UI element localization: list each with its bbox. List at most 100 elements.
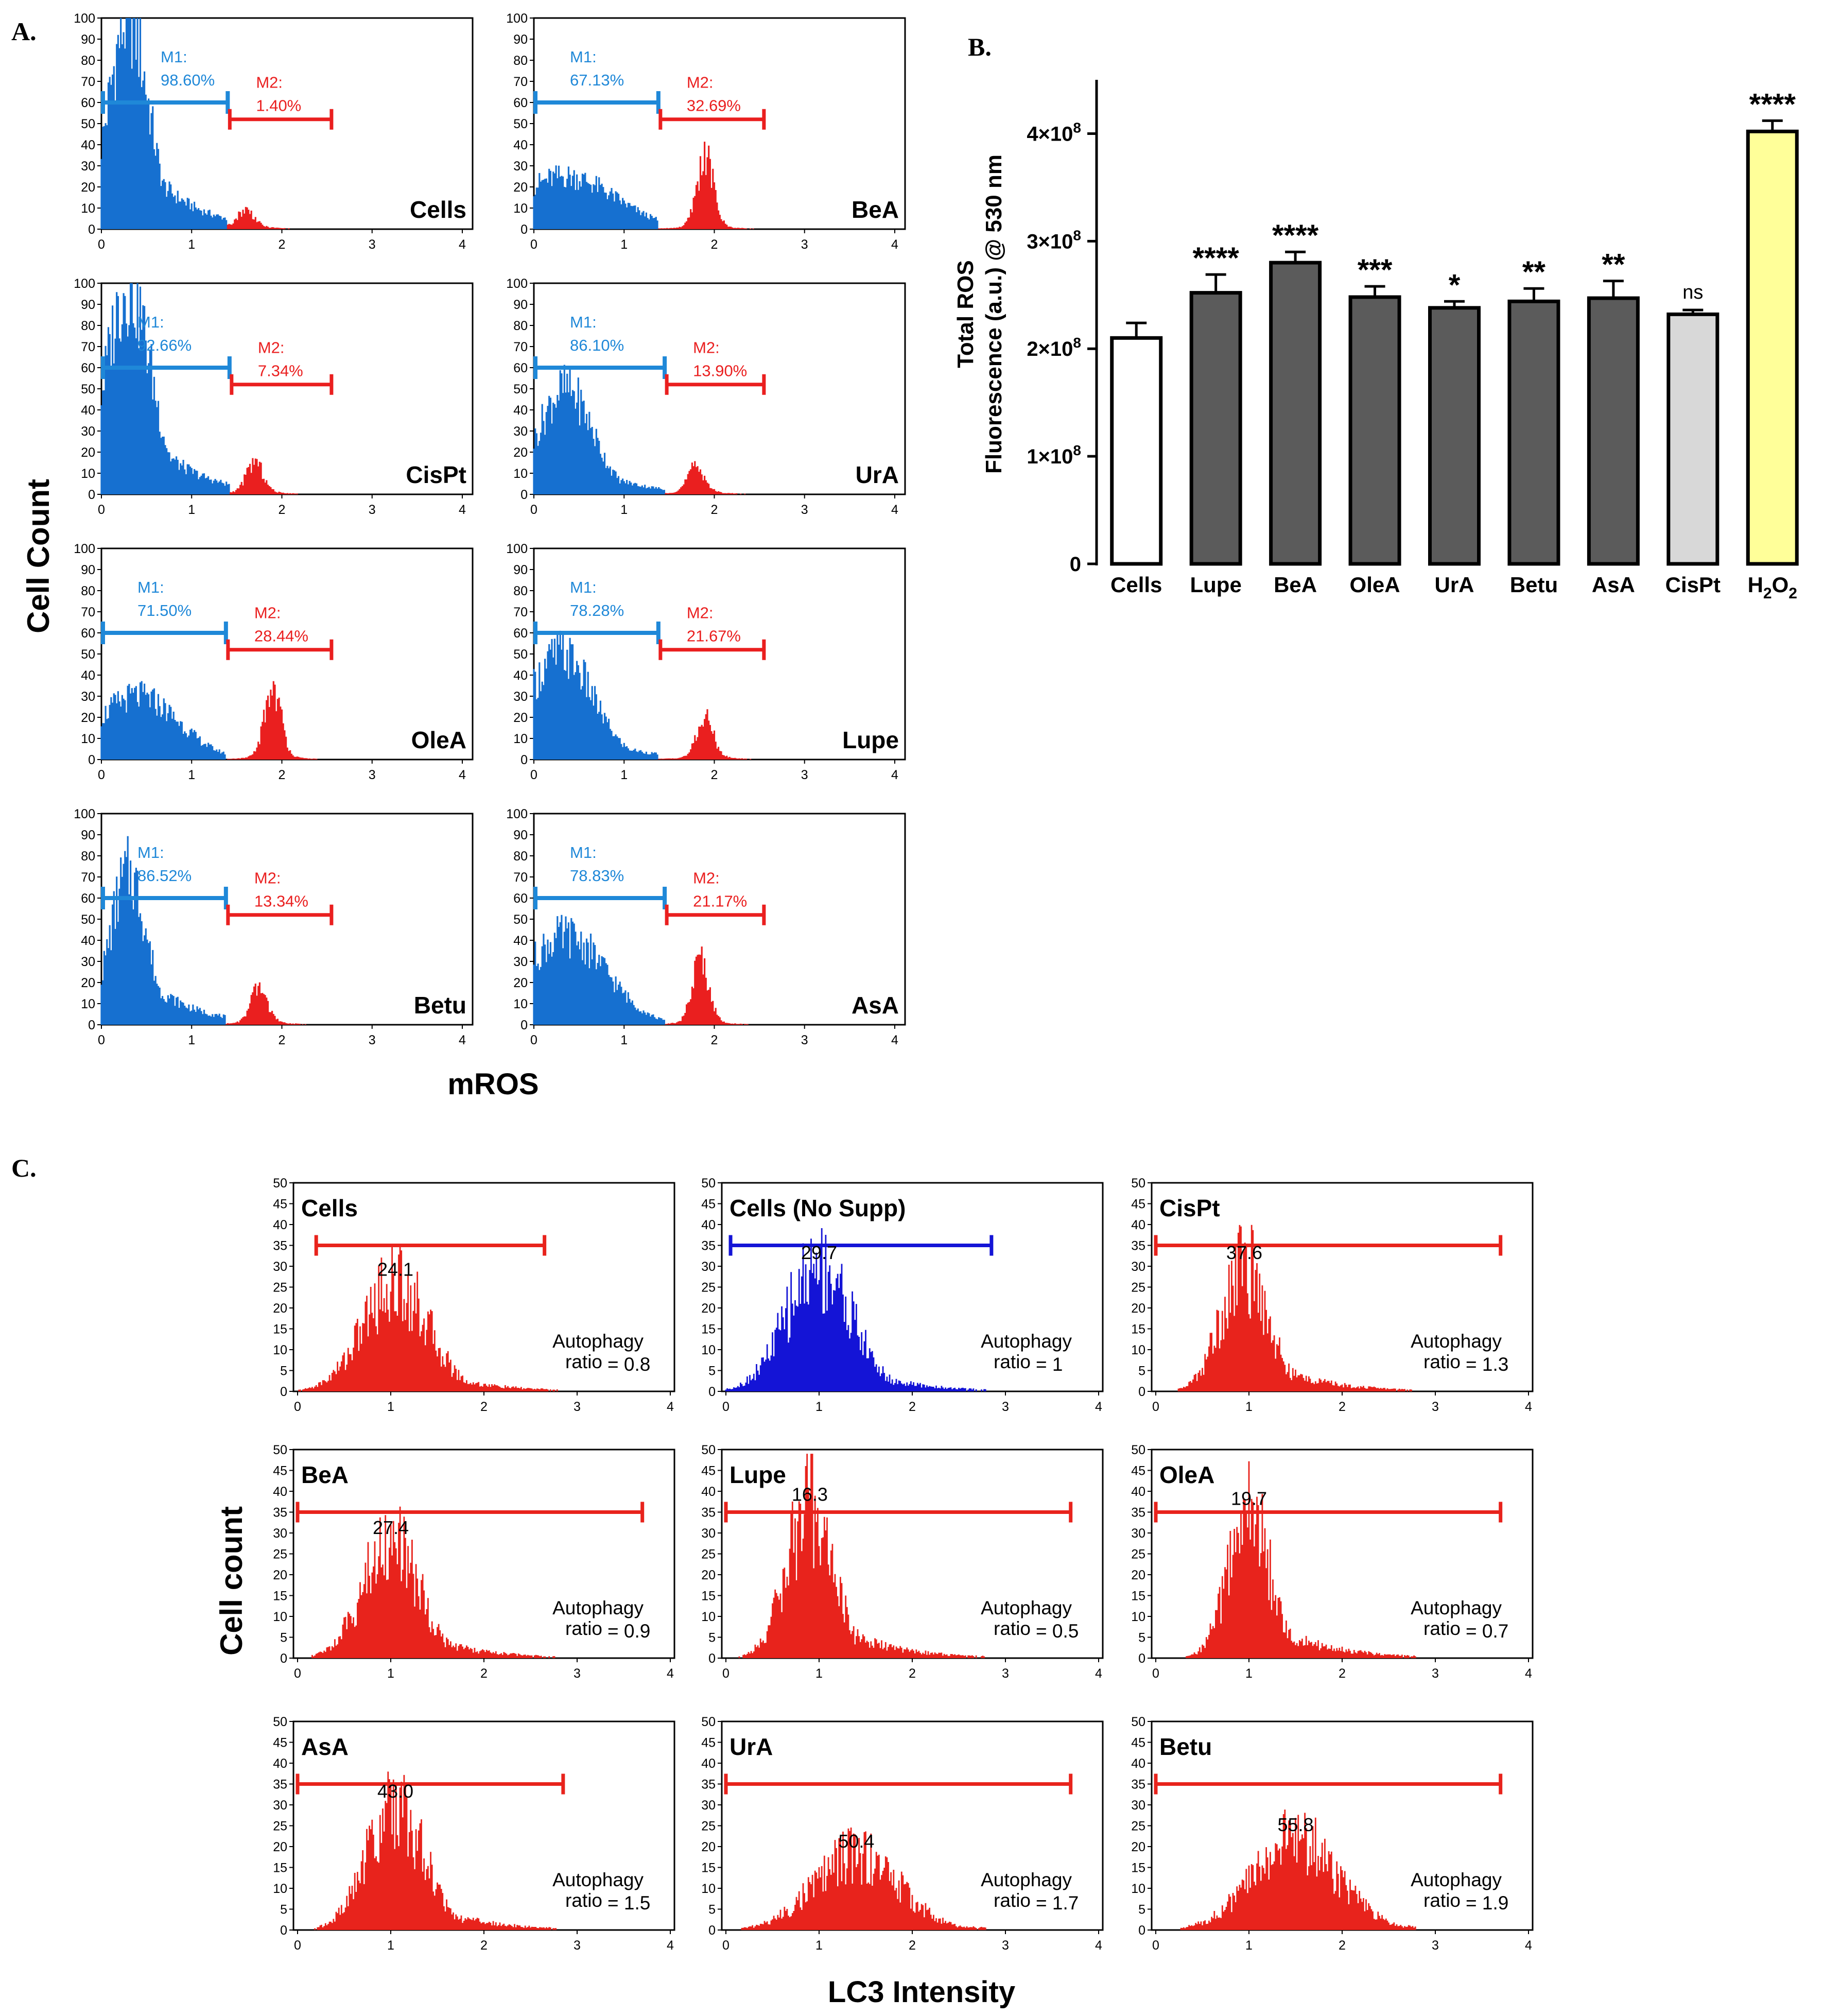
x-tick-label: 1 (620, 768, 628, 782)
y-tick-label: 20 (273, 1840, 287, 1854)
y-tick-label: 45 (1131, 1464, 1145, 1478)
y-tick-label: 70 (513, 75, 528, 89)
ratio-label: ratio (1423, 1618, 1461, 1639)
x-tick-label: 4 (1525, 1666, 1532, 1681)
x-tick-label: 2 (279, 503, 286, 517)
y-tick-label: 100 (74, 277, 95, 291)
x-tick-label: 3 (1432, 1400, 1439, 1414)
lc3-histogram-betu: 0 5 10 15 20 25 30 35 40 45 50 0 1 2 3 4 Betu 55.8 Autopha… (1131, 1715, 1534, 1953)
x-tick-label: 3 (801, 503, 808, 517)
y-tick-label: 0 (280, 1923, 287, 1938)
lc3-gate (724, 1502, 1073, 1523)
y-tick-label: 70 (513, 870, 528, 885)
gate-percent: 24.1 (377, 1259, 413, 1280)
y-tick-label: 3×108 (1027, 227, 1081, 253)
y-tick-label: 70 (81, 605, 95, 619)
sample-name: Cells (No Supp) (730, 1195, 906, 1221)
x-tick-label: 1 (387, 1666, 394, 1681)
gate-percent: 29.7 (801, 1242, 837, 1263)
m1-percent: 86.10% (570, 336, 624, 354)
x-tick-label: 0 (722, 1666, 730, 1681)
y-tick-label: 15 (701, 1322, 716, 1337)
y-tick-label: 60 (513, 891, 528, 906)
significance-label: ns (1682, 282, 1703, 303)
y-tick-label: 50 (513, 647, 528, 662)
x-tick-label: 2 (480, 1400, 488, 1414)
m2-gate (665, 904, 766, 925)
ratio-label: ratio (565, 1618, 602, 1639)
y-tick-label: 50 (701, 1176, 716, 1191)
y-tick-label: 30 (701, 1798, 716, 1813)
y-tick-label: 20 (513, 445, 528, 460)
m1-population-histogram (533, 365, 665, 494)
bar-group-betu: ** Betu (1507, 255, 1560, 597)
m1-gate (101, 91, 230, 114)
bar-group-cells: Cells (1110, 321, 1163, 597)
m1-population-histogram (100, 681, 226, 760)
y-tick-label: 10 (81, 997, 95, 1011)
y-tick-label: 40 (81, 934, 95, 948)
ratio-label: ratio (1423, 1890, 1461, 1911)
lc3-histogram-cells: 0 5 10 15 20 25 30 35 40 45 50 0 1 2 3 4 Cells 24.1 Autoph… (273, 1176, 675, 1414)
m1-label: M1: (570, 578, 597, 596)
bar-group-ura: * UrA (1428, 268, 1481, 597)
y-tick-label: 90 (81, 32, 95, 47)
y-tick-label: 80 (81, 584, 95, 598)
y-tick-label: 10 (273, 1343, 287, 1357)
sample-name: AsA (301, 1733, 349, 1760)
bar (1269, 261, 1322, 566)
panel-a-ylabel: Cell Count (21, 479, 56, 633)
m2-percent: 1.40% (256, 96, 301, 114)
m1-percent: 71.50% (137, 601, 192, 619)
x-tick-label: 3 (369, 1033, 376, 1047)
mros-histogram-ura: 0 10 20 30 40 50 60 70 80 90 100 0 1 2 3 4 M1: 86.10% M2: 1… (506, 277, 906, 517)
y-tick-label: 30 (81, 159, 95, 174)
y-tick-label: 25 (701, 1819, 716, 1834)
m1-gate (533, 91, 661, 114)
panel-a-label: A. (11, 17, 37, 46)
y-tick-label: 40 (81, 668, 95, 683)
y-tick-label: 45 (1131, 1197, 1145, 1212)
y-tick-label: 50 (81, 117, 95, 131)
y-tick-label: 0 (708, 1923, 716, 1938)
y-tick-label: 30 (1131, 1260, 1145, 1274)
x-tick-label: 3 (1432, 1938, 1439, 1953)
m2-label: M2: (693, 869, 720, 887)
y-tick-label: 0 (520, 753, 528, 767)
x-tick-label: 0 (98, 503, 105, 517)
ratio-label: ratio (994, 1890, 1031, 1911)
x-tick-label: 0 (722, 1400, 730, 1414)
bar-group-asa: ** AsA (1587, 248, 1640, 597)
y-tick-label: 10 (513, 997, 528, 1011)
bar-group-olea: *** OleA (1348, 253, 1401, 597)
x-tick-label: 0 (1152, 1666, 1159, 1681)
y-tick-label: 10 (81, 467, 95, 481)
y-tick-label: 20 (81, 180, 95, 195)
panel-c-ylabel: Cell count (214, 1506, 249, 1656)
y-tick-label: 25 (701, 1547, 716, 1562)
y-tick-label: 30 (273, 1260, 287, 1274)
x-tick-label: 4 (1095, 1666, 1102, 1681)
mros-histogram-betu: 0 10 20 30 40 50 60 70 80 90 100 0 1 2 3 4 M1: 86.52% M2: 1… (74, 807, 474, 1047)
x-tick-label: 3 (369, 768, 376, 782)
m2-population-histogram (658, 142, 754, 229)
y-tick-label: 40 (81, 403, 95, 418)
x-tick-label: 0 (530, 503, 537, 517)
y-tick-label: 0 (280, 1651, 287, 1666)
ratio-label: ratio (994, 1351, 1031, 1372)
m1-gate (533, 887, 667, 909)
sample-name: Betu (414, 992, 466, 1019)
lc3-histogram-olea: 0 5 10 15 20 25 30 35 40 45 50 0 1 2 3 4 OleA 19.7 Autopha… (1131, 1443, 1534, 1681)
x-tick-label: H2O2 (1748, 573, 1797, 602)
significance-label: * (1449, 268, 1461, 302)
mros-histogram-bea: 0 10 20 30 40 50 60 70 80 90 100 0 1 2 3 4 M1: 67.13% M2: 3… (506, 11, 906, 252)
y-tick-label: 40 (513, 138, 528, 152)
m1-percent: 78.28% (570, 601, 624, 619)
y-tick-label: 50 (81, 647, 95, 662)
x-tick-label: 1 (188, 237, 195, 252)
y-tick-label: 5 (280, 1364, 287, 1379)
x-tick-label: 3 (574, 1938, 581, 1953)
lc3-histogram-bea: 0 5 10 15 20 25 30 35 40 45 50 0 1 2 3 4 BeA 27.4 Autophag… (273, 1443, 675, 1681)
y-tick-label: 0 (88, 222, 95, 237)
m2-gate (226, 639, 334, 660)
